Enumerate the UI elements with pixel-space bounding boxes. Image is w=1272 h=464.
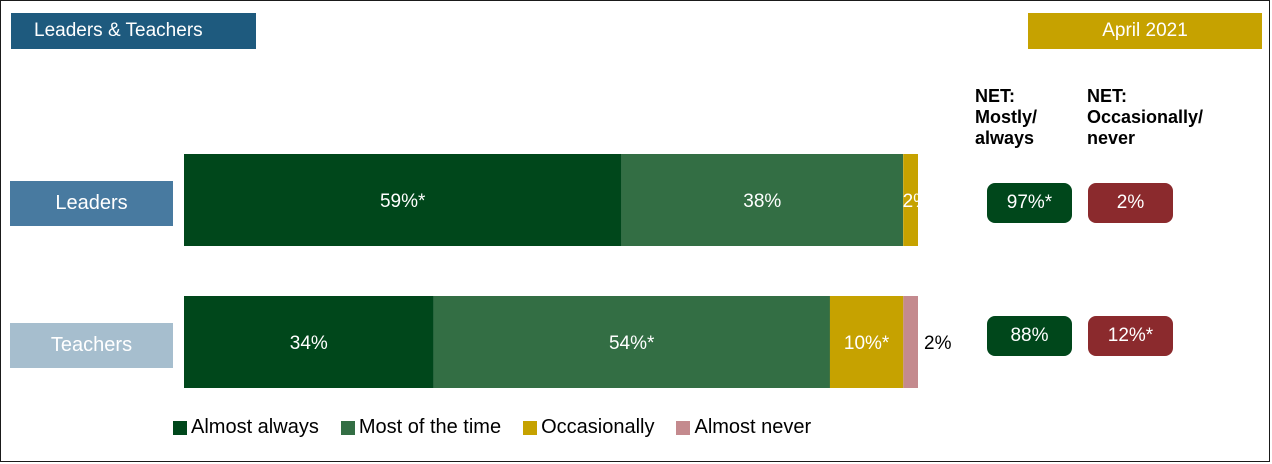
net-pill-leaders-mostly-always: 97%* xyxy=(987,183,1072,223)
bar-segment-leaders-almost-always xyxy=(184,154,622,246)
net-header-line: NET: xyxy=(1087,86,1127,106)
net-value: 88% xyxy=(1010,325,1049,346)
bar-data-label: 59%* xyxy=(380,191,426,212)
net-value: 2% xyxy=(1116,192,1145,213)
category-label-text: Leaders xyxy=(55,192,128,214)
legend-label: Occasionally xyxy=(541,416,655,438)
bar-segment-teachers-most-of-the-time xyxy=(433,296,830,388)
legend-item: Most of the time xyxy=(340,416,502,439)
net-header-line: NET: xyxy=(975,86,1015,106)
bar-data-label: 10%* xyxy=(844,333,890,354)
net-header-line: never xyxy=(1087,128,1136,148)
legend-label: Most of the time xyxy=(358,416,502,438)
bar-data-label: 38% xyxy=(743,191,781,212)
net-header-line: always xyxy=(975,128,1035,148)
legend-swatch xyxy=(340,420,355,435)
net-header-line: Mostly/ xyxy=(975,107,1038,127)
bar-data-label: 54%* xyxy=(609,333,655,354)
legend-swatch xyxy=(523,420,538,435)
legend-item: Almost always xyxy=(173,416,319,439)
net-pill-teachers-occasionally-never: 12%* xyxy=(1088,316,1173,356)
net-header-line: Occasionally/ xyxy=(1087,107,1204,127)
bar-data-label: 2% xyxy=(903,191,931,212)
legend-swatch xyxy=(173,420,187,435)
bar-segment-teachers-occasionally xyxy=(829,296,904,388)
net-pill-leaders-occasionally-never: 2% xyxy=(1088,183,1173,223)
bar-segment-leaders-occasionally xyxy=(903,154,918,246)
net-pill-teachers-mostly-always: 88% xyxy=(987,316,1072,356)
date-tab: April 2021 xyxy=(1028,13,1262,49)
legend: Almost always Most of the time Occasionall… xyxy=(173,416,833,439)
bar-data-label: 2% xyxy=(924,333,952,354)
net-value: 97%* xyxy=(1006,192,1053,213)
net-header-mostly-always: NET: Mostly/always xyxy=(975,86,1070,149)
legend-label: Almost always xyxy=(191,416,319,438)
legend-item: Occasionally xyxy=(523,416,654,439)
bar-segment-teachers-almost-always xyxy=(184,296,434,388)
legend-swatch xyxy=(676,420,691,435)
group-tab: Leaders & Teachers xyxy=(11,13,256,49)
date-tab-label: April 2021 xyxy=(1102,20,1188,41)
legend-item: Almost never xyxy=(676,416,811,439)
net-header-occasionally-never: NET: Occasionally/never xyxy=(1087,86,1262,149)
group-tab-label: Leaders & Teachers xyxy=(34,20,203,41)
bar-data-label: 34% xyxy=(290,333,328,354)
category-label-text: Teachers xyxy=(50,334,133,356)
bar-segment-teachers-almost-never xyxy=(903,296,918,388)
category-label-leaders: Leaders xyxy=(10,181,173,226)
net-value: 12%* xyxy=(1107,325,1154,346)
legend-label: Almost never xyxy=(694,416,812,438)
bar-segment-leaders-most-of-the-time xyxy=(621,154,904,246)
category-label-teachers: Teachers xyxy=(10,323,173,368)
